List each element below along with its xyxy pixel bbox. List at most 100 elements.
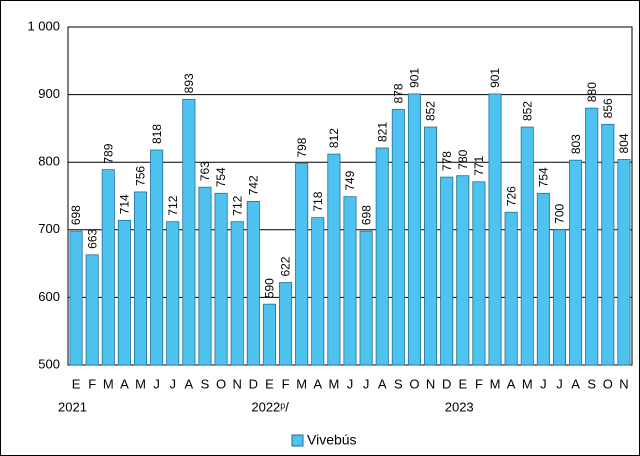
value-label: 763 xyxy=(198,161,212,181)
legend-swatch xyxy=(291,434,304,447)
x-tick-label: F xyxy=(88,376,96,391)
x-tick-label: J xyxy=(556,376,563,391)
x-tick-label: S xyxy=(394,376,403,391)
bar xyxy=(601,123,615,366)
value-label: 754 xyxy=(214,167,228,187)
x-tick-label: E xyxy=(72,376,81,391)
year-label: 2021 xyxy=(58,399,87,414)
x-tick-label: N xyxy=(619,376,628,391)
value-label: 880 xyxy=(585,82,599,102)
x-tick-label: A xyxy=(120,376,129,391)
bar xyxy=(440,176,454,366)
x-tick-label: D xyxy=(442,376,451,391)
bar xyxy=(472,181,486,366)
bar xyxy=(279,282,293,366)
bar xyxy=(295,163,309,366)
x-tick-label: F xyxy=(282,376,290,391)
x-tick-label: J xyxy=(169,376,176,391)
x-tick-label: M xyxy=(522,376,533,391)
bar xyxy=(166,221,180,366)
x-tick-label: M xyxy=(328,376,339,391)
x-tick-label: F xyxy=(475,376,483,391)
x-tick-label: E xyxy=(458,376,467,391)
value-label: 893 xyxy=(182,73,196,93)
value-label: 718 xyxy=(311,191,325,211)
value-label: 901 xyxy=(408,68,422,88)
bar xyxy=(391,109,405,366)
y-tick-label: 700 xyxy=(38,221,60,236)
year-label: 2022ᵖ/ xyxy=(251,399,289,414)
value-label: 749 xyxy=(343,170,357,190)
x-tick-label: J xyxy=(153,376,160,391)
x-tick-label: J xyxy=(363,376,370,391)
year-label: 2023 xyxy=(445,399,474,414)
x-tick-label: S xyxy=(201,376,210,391)
value-label: 821 xyxy=(375,122,389,142)
bar xyxy=(69,230,83,366)
value-label: 804 xyxy=(617,133,631,153)
value-label: 778 xyxy=(440,151,454,171)
value-label: 812 xyxy=(327,128,341,148)
bar xyxy=(327,153,341,366)
value-label: 712 xyxy=(230,195,244,215)
value-label: 663 xyxy=(85,228,99,248)
x-tick-label: O xyxy=(216,376,226,391)
value-label: 852 xyxy=(424,101,438,121)
value-label: 714 xyxy=(118,194,132,214)
x-tick-label: A xyxy=(185,376,194,391)
bar xyxy=(488,93,502,366)
x-tick-label: M xyxy=(490,376,501,391)
value-label: 852 xyxy=(520,101,534,121)
x-tick-label: J xyxy=(540,376,547,391)
value-label: 698 xyxy=(69,205,83,225)
value-label: 798 xyxy=(295,137,309,157)
x-tick-label: J xyxy=(347,376,354,391)
value-label: 878 xyxy=(392,83,406,103)
value-label: 780 xyxy=(456,149,470,169)
bar xyxy=(262,303,276,366)
bar xyxy=(214,192,228,366)
x-tick-label: A xyxy=(507,376,516,391)
value-label: 803 xyxy=(569,134,583,154)
bar xyxy=(569,159,583,366)
value-label: 789 xyxy=(101,143,115,163)
value-label: 698 xyxy=(359,205,373,225)
value-label: 818 xyxy=(150,124,164,144)
bar xyxy=(198,186,212,366)
x-tick-label: S xyxy=(587,376,596,391)
bar xyxy=(133,191,148,366)
x-tick-label: M xyxy=(296,376,307,391)
bar xyxy=(101,169,115,366)
bar xyxy=(504,211,518,366)
y-tick-label: 800 xyxy=(38,154,60,169)
value-label: 700 xyxy=(553,203,567,223)
x-tick-label: A xyxy=(378,376,387,391)
bar xyxy=(520,126,534,366)
bar xyxy=(407,93,421,366)
bar xyxy=(456,175,470,366)
y-tick-label: 900 xyxy=(38,86,60,101)
x-tick-label: O xyxy=(409,376,419,391)
value-label: 901 xyxy=(488,68,502,88)
x-tick-label: N xyxy=(426,376,435,391)
bar xyxy=(617,159,631,366)
legend-label: Vivebús xyxy=(307,432,357,448)
bar xyxy=(117,219,131,366)
bar xyxy=(585,107,599,366)
bar xyxy=(85,254,99,366)
value-label: 590 xyxy=(263,278,277,298)
bar xyxy=(536,192,550,366)
x-tick-label: E xyxy=(265,376,274,391)
bar xyxy=(359,230,373,366)
y-tick-label: 500 xyxy=(38,356,60,371)
x-tick-label: N xyxy=(233,376,242,391)
value-label: 756 xyxy=(134,166,148,186)
x-tick-label: M xyxy=(103,376,114,391)
x-tick-label: M xyxy=(135,376,146,391)
bar xyxy=(424,126,438,366)
y-tick-label: 1 000 xyxy=(27,18,60,33)
value-label: 742 xyxy=(246,175,260,195)
value-label: 712 xyxy=(166,195,180,215)
value-label: 726 xyxy=(504,186,518,206)
